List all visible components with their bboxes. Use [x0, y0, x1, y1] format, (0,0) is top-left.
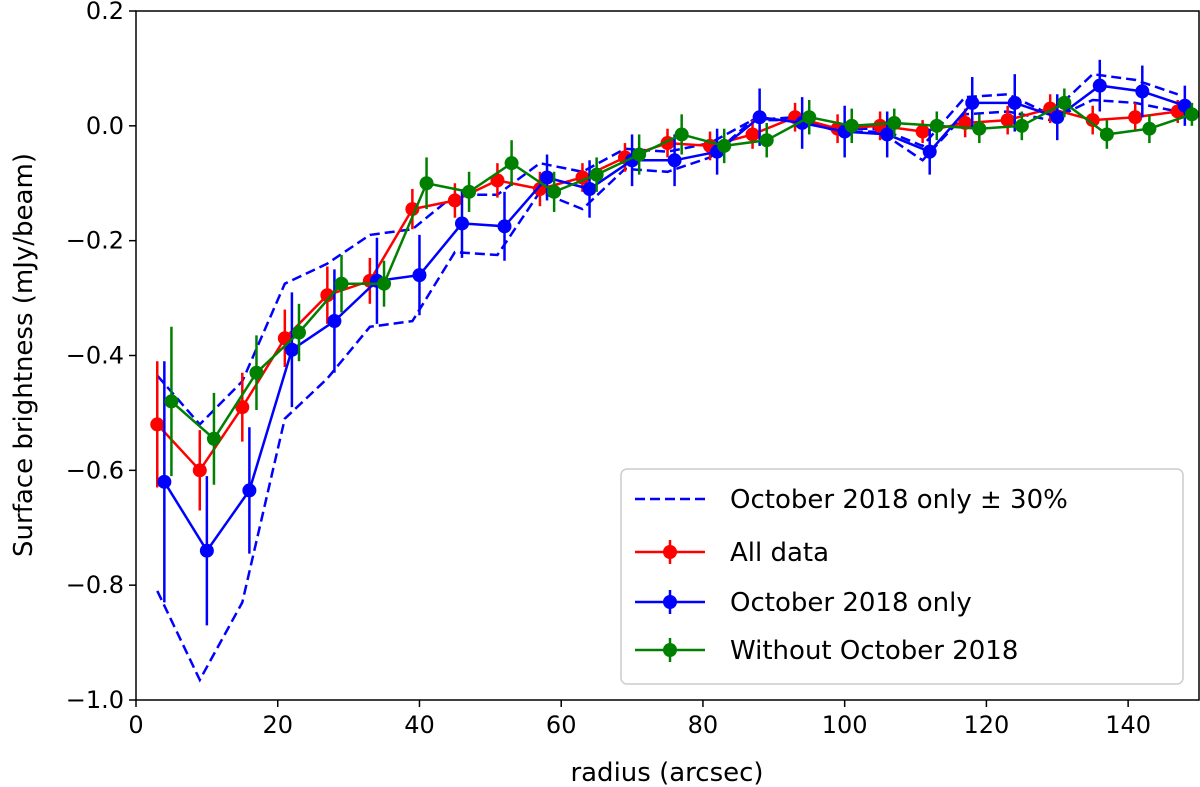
legend-label-all-data: All data — [730, 538, 829, 568]
legend-swatch-all-data — [635, 540, 705, 564]
series-all-data — [150, 94, 1185, 511]
y-tick-label: −0.6 — [66, 456, 124, 484]
series-layer — [150, 59, 1199, 626]
y-tick-label: 0.2 — [86, 0, 124, 25]
legend-swatch-october-2018 — [635, 590, 705, 614]
data-point — [291, 325, 306, 340]
data-point — [965, 95, 980, 110]
data-point — [844, 118, 859, 133]
data-point — [1050, 110, 1065, 125]
legend-swatch-without-october-2018 — [635, 638, 705, 662]
series-line — [156, 107, 1178, 473]
data-point — [887, 115, 902, 130]
x-tick-label: 100 — [822, 711, 868, 739]
data-point — [1057, 95, 1072, 110]
legend-band-label: October 2018 only ± 30% — [730, 485, 1068, 515]
data-point — [497, 219, 512, 234]
data-point — [667, 153, 682, 168]
data-point — [922, 144, 937, 159]
data-point — [759, 133, 774, 148]
data-point — [419, 176, 434, 191]
y-tick-label: −1.0 — [66, 686, 124, 714]
data-point — [454, 216, 469, 231]
data-point — [447, 193, 462, 208]
x-tick-label: 0 — [128, 711, 143, 739]
data-point — [1184, 107, 1199, 122]
series-without-october-2018 — [164, 88, 1199, 485]
y-tick-label: 0.0 — [86, 112, 124, 140]
data-point — [1135, 84, 1150, 99]
x-tick-label: 120 — [963, 711, 1009, 739]
data-point — [1085, 113, 1100, 128]
data-point — [745, 127, 760, 142]
y-tick-label: −0.4 — [66, 342, 124, 370]
data-point — [717, 138, 732, 153]
legend-label-october-2018: October 2018 only — [730, 588, 972, 618]
data-point — [915, 124, 930, 139]
data-point — [249, 365, 264, 380]
y-tick-label: −0.8 — [66, 571, 124, 599]
data-point — [589, 167, 604, 182]
data-point — [327, 314, 342, 329]
data-point — [752, 110, 767, 125]
data-point — [1007, 95, 1022, 110]
data-point — [1014, 118, 1029, 133]
data-point — [412, 268, 427, 283]
data-point — [462, 184, 477, 199]
data-point — [547, 184, 562, 199]
x-axis-label: radius (arcsec) — [570, 758, 763, 787]
data-point — [1128, 110, 1143, 125]
x-tick-label: 80 — [688, 711, 719, 739]
data-point — [540, 170, 555, 185]
data-point — [674, 127, 689, 142]
x-tick-label: 140 — [1105, 711, 1151, 739]
x-tick-label: 60 — [546, 711, 577, 739]
data-point — [1092, 78, 1107, 93]
data-point — [1142, 121, 1157, 136]
data-point — [490, 173, 505, 188]
data-point — [802, 110, 817, 125]
data-point — [164, 394, 179, 409]
band-upper-line — [156, 72, 1179, 427]
y-tick-label: −0.2 — [66, 227, 124, 255]
x-tick-label: 40 — [404, 711, 435, 739]
data-point — [632, 147, 647, 162]
axes-layer: 0 20 40 60 80 100 120 140 −1.0 −0.8 −0.6 −0.4 −0.2 0.… — [66, 0, 1151, 739]
data-point — [192, 463, 207, 478]
data-point — [157, 474, 172, 489]
data-point — [242, 483, 257, 498]
legend-label-without-october-2018: Without October 2018 — [730, 636, 1018, 666]
data-point — [235, 400, 250, 415]
data-point — [1000, 113, 1015, 128]
data-point — [284, 342, 299, 357]
x-tick-label: 20 — [262, 711, 293, 739]
data-point — [1099, 127, 1114, 142]
data-point — [320, 288, 335, 303]
series-october-2018-only — [157, 59, 1192, 626]
data-point — [504, 156, 519, 171]
data-point — [199, 543, 214, 558]
data-point — [880, 127, 895, 142]
data-point — [972, 121, 987, 136]
y-axis-label: Surface brightness (mJy/beam) — [9, 153, 39, 557]
data-point — [334, 276, 349, 291]
data-point — [582, 181, 597, 196]
legend-box — [620, 468, 1184, 685]
data-point — [929, 118, 944, 133]
legend: October 2018 only ± 30% All data October… — [620, 468, 1184, 685]
data-point — [150, 417, 165, 432]
data-point — [206, 431, 221, 446]
data-point — [377, 276, 392, 291]
